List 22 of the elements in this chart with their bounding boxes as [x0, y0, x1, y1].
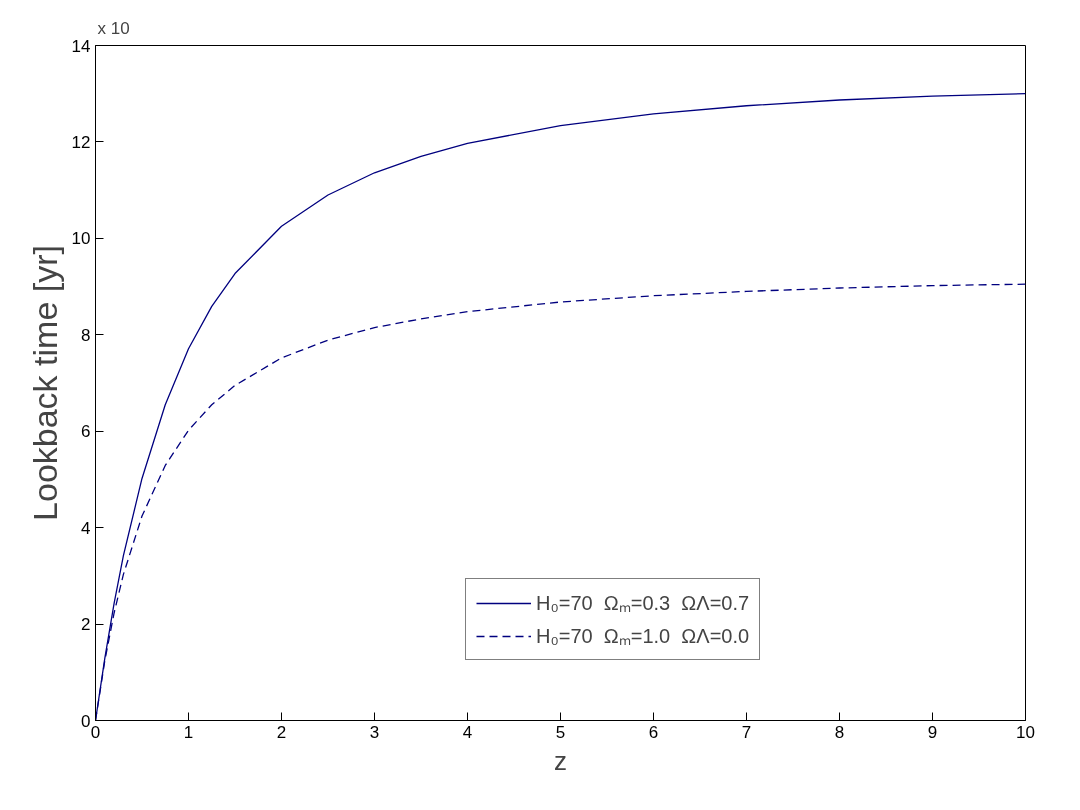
x-tick-label: 10	[1016, 722, 1035, 742]
y-tick-label: 12	[71, 132, 91, 152]
y-tick-label: 2	[81, 615, 91, 635]
y-axis-title: Lookback time [yr]	[25, 245, 64, 521]
y-tick-label: 10	[71, 229, 91, 249]
x-tick-label: 8	[834, 722, 845, 742]
y-tick-label: 6	[81, 422, 91, 442]
x-tick-label: 5	[555, 722, 566, 742]
legend-label: H₀=70 Ωₘ=0.3 ΩΛ=0.7	[536, 591, 750, 616]
x-tick-label: 6	[648, 722, 659, 742]
y-tick-label: 4	[81, 518, 91, 538]
x-tick-label: 3	[369, 722, 380, 742]
legend-label: H₀=70 Ωₘ=1.0 ΩΛ=0.0	[536, 624, 750, 649]
x-tick-label: 7	[741, 722, 752, 742]
y-tick-label: 14	[71, 36, 91, 56]
x-tick-label: 4	[462, 722, 473, 742]
text: x 10	[97, 18, 130, 38]
y-tick-label: 8	[81, 325, 91, 345]
x-tick-label: 1	[183, 722, 194, 742]
x-tick-label: 2	[276, 722, 287, 742]
x-tick-label: 9	[927, 722, 938, 742]
x-axis-title: z	[554, 745, 567, 776]
